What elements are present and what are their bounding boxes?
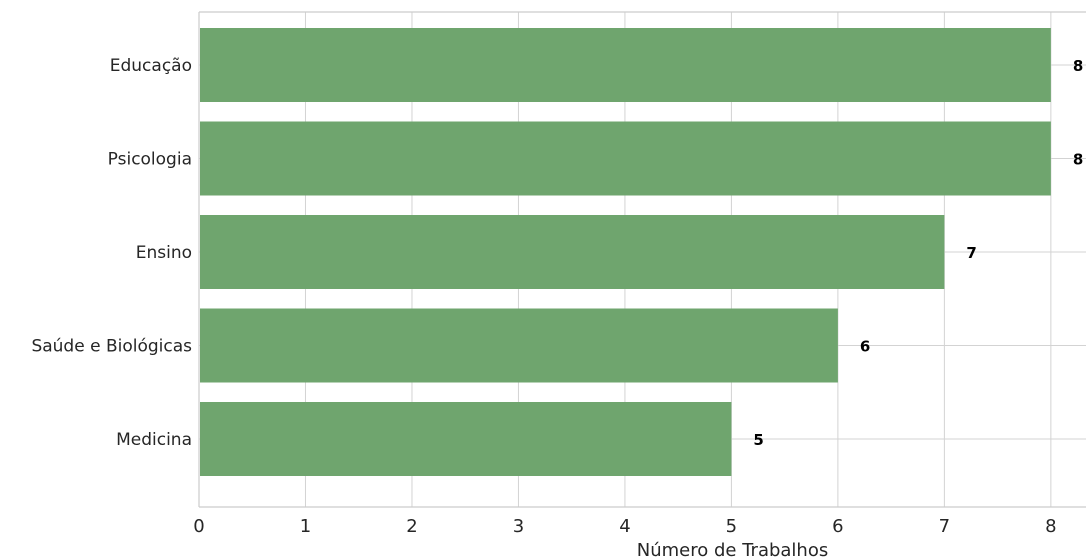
category-label: Ensino <box>136 243 192 263</box>
x-tick-label: 2 <box>406 516 417 537</box>
x-tick-label: 5 <box>726 516 737 537</box>
x-tick-label: 6 <box>832 516 843 537</box>
bar-3 <box>200 215 945 289</box>
value-labels: 8 8 7 6 5 <box>753 57 1083 449</box>
x-tick-label: 3 <box>513 516 524 537</box>
x-tick-label: 0 <box>193 516 204 537</box>
category-labels: Educação Psicologia Ensino Saúde e Biológic… <box>31 56 192 450</box>
bar-4 <box>200 308 838 383</box>
x-tick-label: 4 <box>619 516 630 537</box>
x-tick-labels: 0 1 2 3 4 5 6 7 8 <box>193 516 1056 537</box>
plot-frame <box>198 11 1086 508</box>
category-label: Psicologia <box>108 150 192 170</box>
value-label: 7 <box>966 244 976 262</box>
x-tick-label: 8 <box>1045 516 1056 537</box>
bar-5 <box>200 402 732 476</box>
bars <box>200 28 1051 476</box>
category-label: Medicina <box>116 430 192 450</box>
value-label: 8 <box>1073 151 1083 169</box>
category-label: Saúde e Biológicas <box>31 337 192 357</box>
value-label: 8 <box>1073 57 1083 75</box>
x-tick-label: 1 <box>300 516 311 537</box>
value-label: 5 <box>753 431 763 449</box>
x-tick-label: 7 <box>939 516 950 537</box>
category-label: Educação <box>110 56 192 76</box>
bar-2 <box>200 121 1051 196</box>
x-axis-title: Número de Trabalhos <box>637 540 828 560</box>
value-label: 6 <box>860 338 870 356</box>
bar-1 <box>200 28 1051 102</box>
